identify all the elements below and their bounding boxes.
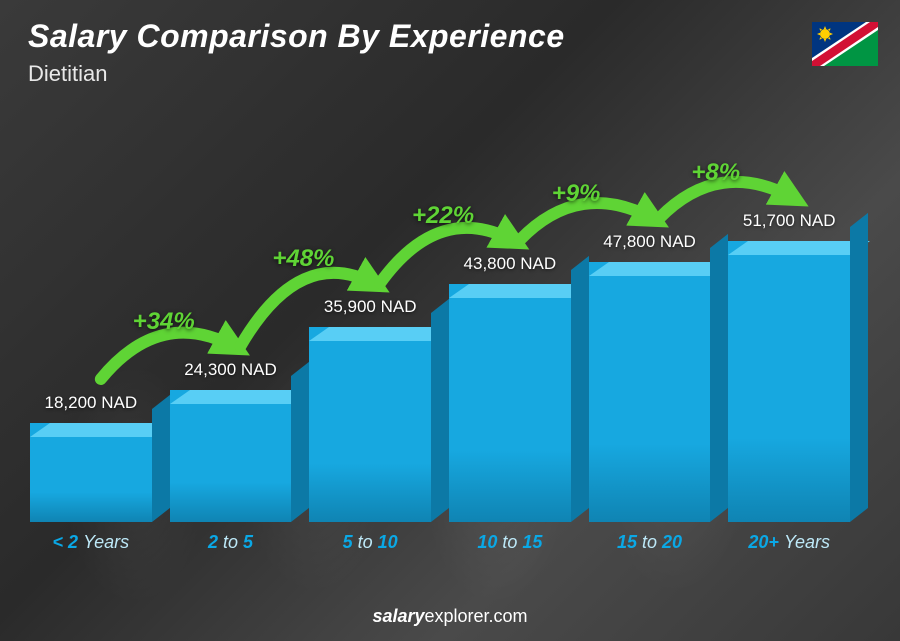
flag-namibia bbox=[812, 22, 878, 66]
bar-slot: 47,800 NAD 15 to 20 bbox=[589, 232, 711, 553]
increase-label: +8% bbox=[691, 159, 740, 187]
bar-category-label: 10 to 15 bbox=[477, 532, 542, 553]
bar-category-label: 2 to 5 bbox=[208, 532, 253, 553]
bar-category-label: 15 to 20 bbox=[617, 532, 682, 553]
bar-category-label: 20+ Years bbox=[748, 532, 830, 553]
bar bbox=[309, 327, 431, 522]
salary-chart: 18,200 NAD < 2 Years 24,300 NAD 2 to 5 35,90… bbox=[30, 140, 850, 581]
bar-value-label: 51,700 NAD bbox=[743, 211, 836, 231]
bar-slot: 51,700 NAD 20+ Years bbox=[728, 211, 850, 553]
increase-label: +48% bbox=[272, 245, 334, 273]
bar-value-label: 47,800 NAD bbox=[603, 232, 696, 252]
bar bbox=[170, 390, 292, 522]
header: Salary Comparison By Experience Dietitia… bbox=[28, 18, 565, 87]
bar-slot: 18,200 NAD < 2 Years bbox=[30, 393, 152, 553]
bar bbox=[728, 241, 850, 522]
bar-slot: 24,300 NAD 2 to 5 bbox=[170, 360, 292, 553]
increase-label: +34% bbox=[133, 308, 195, 336]
bar-value-label: 35,900 NAD bbox=[324, 297, 417, 317]
bar-slot: 43,800 NAD 10 to 15 bbox=[449, 254, 571, 553]
bar-category-label: 5 to 10 bbox=[343, 532, 398, 553]
bar-slot: 35,900 NAD 5 to 10 bbox=[309, 297, 431, 553]
footer: salaryexplorer.com bbox=[0, 606, 900, 627]
bar-value-label: 43,800 NAD bbox=[464, 254, 557, 274]
increase-label: +9% bbox=[552, 180, 601, 208]
brand-prefix: salary bbox=[372, 606, 424, 626]
bar bbox=[589, 262, 711, 522]
page-title: Salary Comparison By Experience bbox=[28, 18, 565, 55]
bar-value-label: 24,300 NAD bbox=[184, 360, 277, 380]
bar-category-label: < 2 Years bbox=[53, 532, 130, 553]
brand-tld: .com bbox=[489, 606, 528, 626]
page-subtitle: Dietitian bbox=[28, 61, 565, 87]
bar bbox=[30, 423, 152, 522]
brand-suffix: explorer bbox=[425, 606, 489, 626]
increase-label: +22% bbox=[412, 202, 474, 230]
bar bbox=[449, 284, 571, 522]
bar-value-label: 18,200 NAD bbox=[45, 393, 138, 413]
